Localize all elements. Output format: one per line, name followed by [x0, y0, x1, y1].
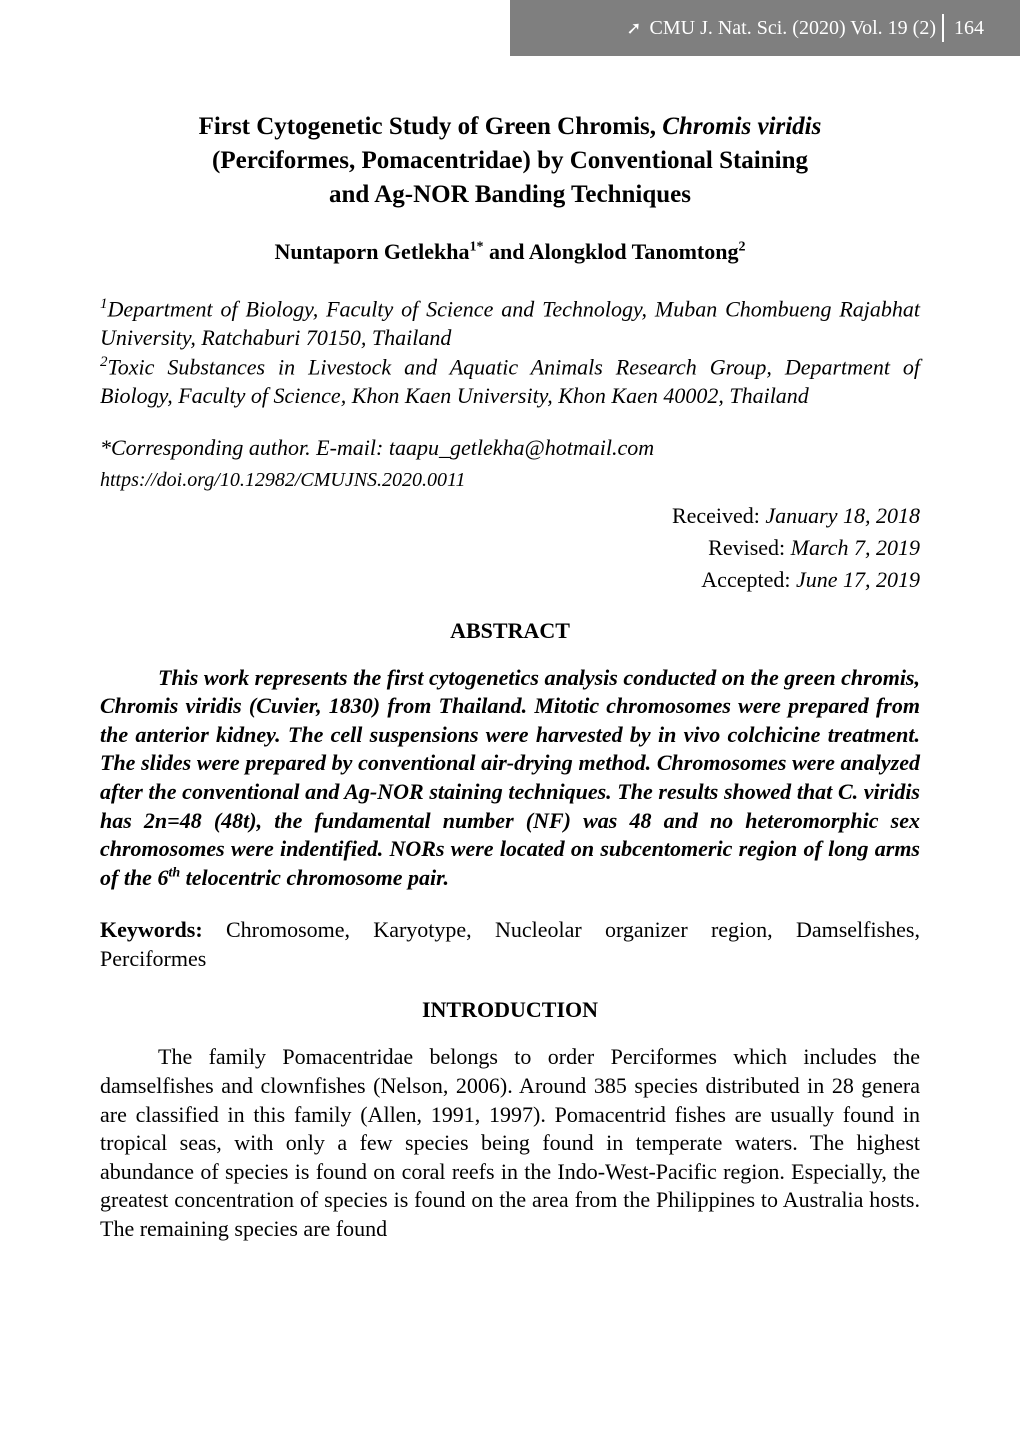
accepted-date: Accepted: June 17, 2019	[100, 564, 920, 596]
author2-sup: 2	[738, 240, 745, 255]
introduction-heading: INTRODUCTION	[100, 997, 920, 1023]
affiliations-block: 1Department of Biology, Faculty of Scien…	[100, 295, 920, 410]
title-line2: (Perciformes, Pomacentridae) by Conventi…	[212, 147, 808, 174]
article-dates: Received: January 18, 2018 Revised: Marc…	[100, 500, 920, 596]
article-title: First Cytogenetic Study of Green Chromis…	[100, 110, 920, 211]
header-divider	[942, 14, 944, 42]
aff2-sup: 2	[100, 354, 108, 370]
revised-label: Revised:	[708, 535, 791, 560]
abstract-heading: ABSTRACT	[100, 618, 920, 644]
abstract-text-part2: telocentric chromosome pair.	[180, 865, 449, 890]
accepted-label: Accepted:	[701, 567, 796, 592]
introduction-body: The family Pomacentridae belongs to orde…	[100, 1043, 920, 1243]
author1-sup: 1*	[470, 240, 484, 255]
journal-header-bar: ➚ CMU J. Nat. Sci. (2020) Vol. 19 (2) 16…	[510, 0, 1020, 56]
author2-name: Alongklod Tanomtong	[529, 239, 739, 264]
corresponding-author: *Corresponding author. E-mail: taapu_get…	[100, 434, 920, 463]
received-date: Received: January 18, 2018	[100, 500, 920, 532]
keywords-label: Keywords:	[100, 917, 226, 942]
revised-date: Revised: March 7, 2019	[100, 532, 920, 564]
accepted-value: June 17, 2019	[796, 567, 920, 592]
revised-value: March 7, 2019	[791, 535, 920, 560]
aff1-text: Department of Biology, Faculty of Scienc…	[100, 297, 920, 351]
abstract-text-part1: This work represents the first cytogenet…	[100, 665, 920, 890]
aff2-text: Toxic Substances in Livestock and Aquati…	[100, 354, 920, 408]
received-label: Received:	[672, 503, 765, 528]
abstract-body: This work represents the first cytogenet…	[100, 664, 920, 893]
authors-line: Nuntaporn Getlekha1* and Alongklod Tanom…	[100, 239, 920, 265]
keywords-line: Keywords: Chromosome, Karyotype, Nucleol…	[100, 916, 920, 973]
arrow-icon: ➚	[626, 18, 641, 39]
page-content: First Cytogenetic Study of Green Chromis…	[100, 110, 920, 1244]
authors-conjunction: and	[484, 239, 529, 264]
doi-link: https://doi.org/10.12982/CMUJNS.2020.001…	[100, 469, 920, 492]
author1-name: Nuntaporn Getlekha	[275, 239, 470, 264]
title-line1-plain: First Cytogenetic Study of Green Chromis…	[199, 113, 663, 140]
title-line3: and Ag-NOR Banding Techniques	[329, 181, 691, 208]
aff1-sup: 1	[100, 296, 108, 312]
abstract-sup: th	[168, 865, 180, 880]
title-line1-italic: Chromis viridis	[662, 113, 821, 140]
journal-citation: CMU J. Nat. Sci. (2020) Vol. 19 (2)	[650, 17, 936, 40]
received-value: January 18, 2018	[765, 503, 920, 528]
page-number: 164	[954, 17, 984, 40]
